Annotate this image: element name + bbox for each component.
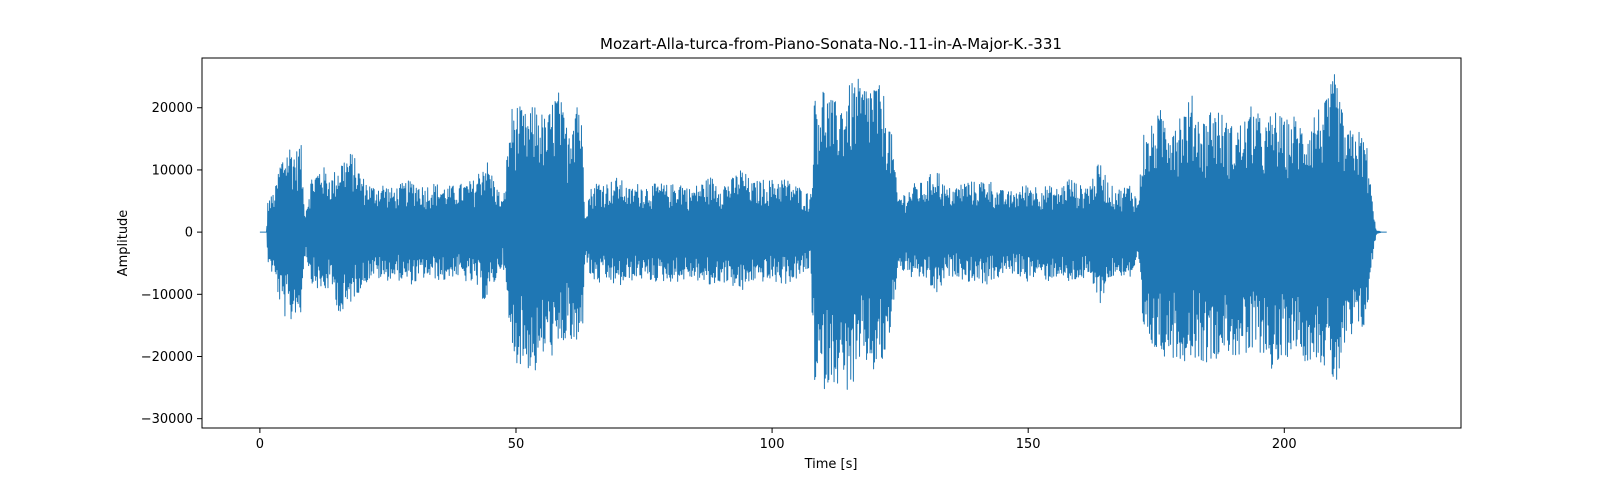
y-tick-label: 10000: [152, 163, 193, 178]
x-axis: 0 50 100 150 200: [256, 428, 1297, 452]
y-tick-label: 0: [185, 226, 193, 241]
waveform-series: [259, 74, 1387, 390]
y-tick-label: −10000: [141, 288, 193, 303]
plot-frame: [201, 57, 1462, 429]
y-tick-label: −20000: [141, 350, 193, 365]
chart-title: Mozart-Alla-turca-from-Piano-Sonata-No.-…: [600, 35, 1062, 53]
x-axis-label: Time [s]: [804, 457, 858, 472]
x-tick-label: 0: [256, 437, 264, 452]
x-tick-label: 150: [1016, 437, 1041, 452]
x-tick-label: 50: [508, 437, 525, 452]
y-tick-label: −30000: [141, 412, 193, 427]
y-tick-label: 20000: [152, 101, 193, 116]
waveform-line: [259, 74, 1387, 390]
y-axis-label: Amplitude: [116, 210, 131, 277]
y-axis: −30000 −20000 −10000 0 10000 20000: [141, 101, 202, 427]
x-tick-label: 200: [1272, 437, 1297, 452]
x-tick-label: 100: [760, 437, 785, 452]
